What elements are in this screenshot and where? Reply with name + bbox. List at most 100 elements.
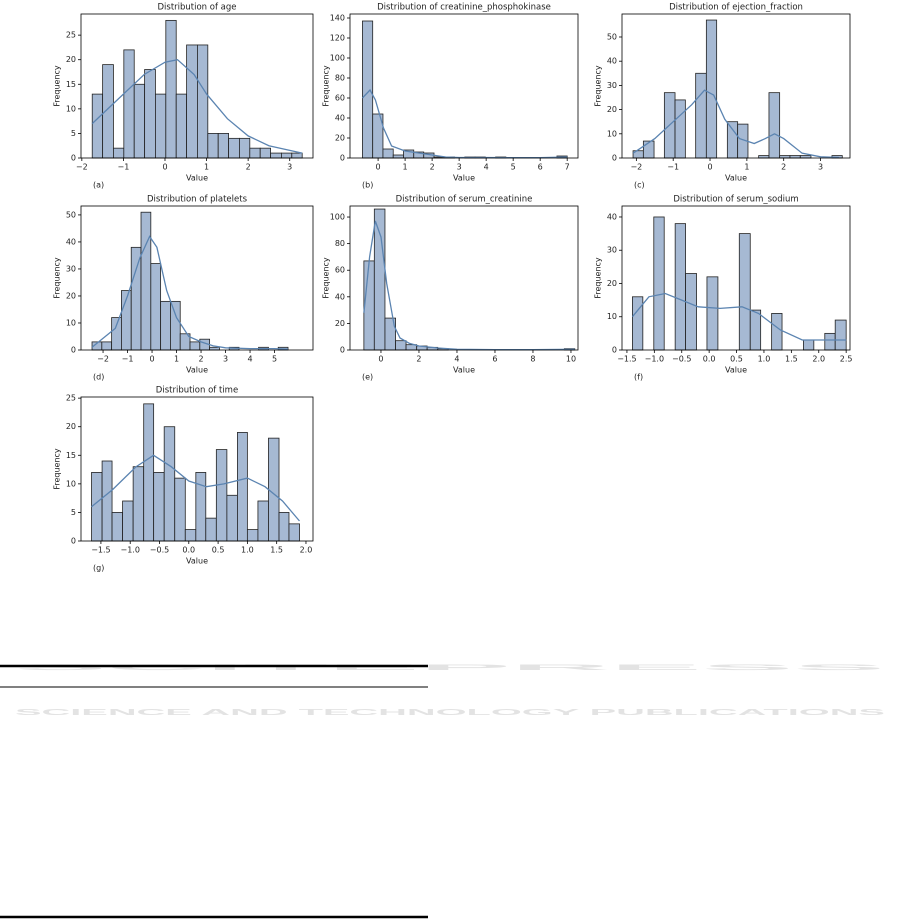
kde-line — [91, 58, 303, 154]
bar — [170, 300, 181, 351]
bar — [259, 147, 271, 159]
kde-line — [632, 89, 839, 159]
y-tick-label: 20 — [66, 55, 76, 64]
bar — [824, 332, 836, 351]
x-tick-label: 2 — [246, 163, 251, 172]
kde-line — [91, 454, 300, 522]
y-axis-label: Frequency — [53, 448, 62, 490]
x-tick-label: −1 — [122, 355, 134, 364]
x-tick-label: −1 — [118, 163, 130, 172]
bar — [101, 460, 113, 542]
bar — [632, 296, 644, 351]
bar — [186, 44, 198, 159]
y-tick-label: 40 — [335, 292, 345, 301]
y-axis-label: Frequency — [594, 257, 603, 299]
bar — [207, 133, 219, 159]
x-tick-label: 0.5 — [730, 355, 743, 364]
bar — [362, 20, 374, 159]
bar — [150, 263, 162, 351]
x-tick-label: 2 — [416, 355, 421, 364]
bar — [91, 472, 103, 542]
x-tick-label: 3 — [223, 355, 228, 364]
chart-title: Distribution of serum_sodium — [673, 195, 798, 205]
x-tick-label: 0 — [162, 163, 167, 172]
y-tick-label: 140 — [330, 14, 345, 23]
bar — [803, 339, 815, 351]
y-tick-label: 0 — [71, 537, 76, 546]
bar — [268, 437, 280, 542]
x-tick-label: −1 — [667, 163, 679, 172]
histogram-panel: −1.5 −1.0 −0.5 0.0 0.5 1.0 1.5 2.0 2.5 0 10 20 30 40 D… — [594, 195, 853, 382]
x-tick-label: 8 — [530, 355, 535, 364]
y-axis-label: Frequency — [53, 257, 62, 299]
x-tick-label: 4 — [454, 355, 459, 364]
axes-frame — [80, 13, 314, 159]
panel-label: (g) — [93, 564, 104, 573]
y-tick-label: 0 — [340, 154, 345, 163]
x-axis-label: Value — [453, 366, 475, 375]
bar — [140, 211, 152, 351]
bar — [165, 19, 177, 159]
bar — [653, 216, 665, 351]
bar — [101, 341, 113, 351]
x-tick-label: 3 — [457, 163, 462, 172]
y-tick-label: 40 — [66, 237, 76, 246]
x-axis-label: Value — [725, 366, 747, 375]
y-tick-label: 120 — [330, 34, 345, 43]
chart-title: Distribution of serum_creatinine — [396, 195, 533, 205]
x-tick-label: −2 — [76, 163, 88, 172]
bar — [123, 49, 135, 159]
y-tick-label: 40 — [607, 212, 617, 221]
x-tick-label: 1 — [204, 163, 209, 172]
bar — [184, 529, 197, 542]
chart-title: Distribution of platelets — [147, 195, 248, 205]
x-tick-label: 2 — [430, 163, 435, 172]
y-tick-label: 30 — [607, 81, 617, 90]
x-tick-label: −2 — [630, 163, 642, 172]
y-tick-label: 5 — [71, 508, 76, 517]
bar — [395, 340, 407, 351]
chart-title: Distribution of ejection_fraction — [669, 3, 803, 13]
bar — [111, 512, 123, 542]
bar — [153, 472, 165, 542]
x-tick-label: 0 — [149, 355, 154, 364]
x-tick-label: 5 — [511, 163, 516, 172]
y-axis-label: Frequency — [322, 65, 331, 107]
panel-label: (d) — [93, 373, 104, 382]
x-tick-label: 1 — [744, 163, 749, 172]
bar — [174, 477, 186, 542]
x-axis-label: Value — [186, 557, 208, 566]
y-tick-label: 10 — [607, 312, 617, 321]
y-tick-label: 50 — [607, 32, 617, 41]
y-tick-label: 15 — [66, 80, 76, 89]
panel-label: (c) — [634, 181, 645, 190]
y-tick-label: 20 — [607, 105, 617, 114]
bar — [195, 472, 207, 542]
watermark-title: SCITEPRESS — [15, 663, 896, 672]
chart-title: Distribution of creatinine_phosphokinase — [377, 3, 551, 13]
y-tick-label: 100 — [330, 213, 345, 222]
bar — [738, 233, 751, 351]
x-tick-label: 7 — [565, 163, 570, 172]
bar — [189, 341, 201, 351]
x-tick-label: 2 — [198, 355, 203, 364]
y-tick-label: 10 — [607, 129, 617, 138]
bar — [771, 313, 783, 351]
y-tick-label: 60 — [335, 94, 345, 103]
y-tick-label: 20 — [335, 134, 345, 143]
x-tick-label: −0.5 — [150, 546, 169, 555]
x-tick-label: 2.0 — [300, 546, 313, 555]
bar — [674, 223, 686, 351]
panel-label: (b) — [362, 181, 373, 190]
y-tick-label: 30 — [66, 264, 76, 273]
y-axis-label: Frequency — [322, 257, 331, 299]
x-tick-label: 5 — [272, 355, 277, 364]
bar — [132, 466, 145, 542]
y-tick-label: 0 — [71, 154, 76, 163]
bar — [143, 403, 155, 542]
y-tick-label: 100 — [330, 54, 345, 63]
axes-frame — [80, 396, 314, 542]
